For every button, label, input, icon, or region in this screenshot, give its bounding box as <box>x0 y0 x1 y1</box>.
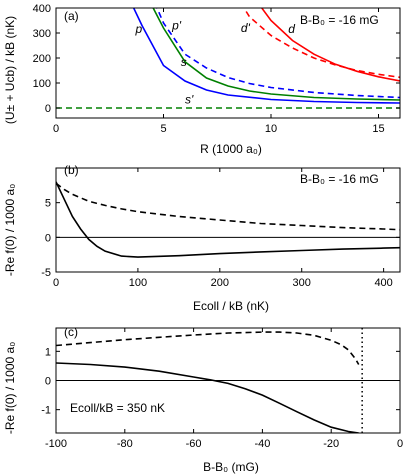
panel-a-curve-label: s' <box>185 93 194 107</box>
panel-a-ytick-label: 100 <box>33 78 51 90</box>
panel-c-ytick-label: -1 <box>41 405 51 417</box>
panel-b-annotation: B-B₀ = -16 mG <box>300 172 379 186</box>
panel-c: (c) Ecoll/kB = 350 nK B-B₀ (mG) -Re f(0)… <box>3 325 259 474</box>
panel-a-series-d-prime <box>243 8 400 79</box>
panel-a-ytick-label: 200 <box>33 53 51 65</box>
panel-a-plot: p p' s s' d' d 0 5 10 15 0 100 200 300 400 <box>33 3 401 135</box>
panel-a-frame <box>55 7 401 119</box>
panel-a-annotation: B-B₀ = -16 mG <box>300 13 379 27</box>
panel-c-plot: -100 -80 -60 -40 -20 0 -1 0 1 <box>41 327 403 450</box>
panel-a-ylabel: (U± + Ucb) / kB (nK) <box>3 16 17 124</box>
panel-b-label: (b) <box>64 163 79 177</box>
panel-c-xlabel: B-B₀ (mG) <box>203 460 259 474</box>
panel-c-ytick-label: 0 <box>45 376 51 388</box>
panel-a: (a) B-B₀ = -16 mG R (1000 a₀) (U± + Ucb)… <box>3 9 379 156</box>
panel-c-label: (c) <box>64 325 78 339</box>
panel-a-curve-label: d <box>288 22 295 36</box>
panel-c-ylabel: -Re f(0) / 1000 a₀ <box>3 342 17 434</box>
panel-b-xtick-label: 300 <box>293 277 311 289</box>
panel-c-xtick-label: 0 <box>397 438 403 450</box>
panel-a-ytick-label: 400 <box>33 3 51 15</box>
panel-c-xtick-label: -100 <box>45 438 67 450</box>
panel-a-series-d <box>260 8 400 82</box>
panel-a-series-s <box>152 8 400 101</box>
panel-b-series-solid <box>56 181 400 258</box>
panel-a-xtick-label: 10 <box>265 123 277 135</box>
panel-a-series-group <box>56 8 400 109</box>
panel-b-xlabel: Ecoll / kB (nK) <box>193 299 269 313</box>
panel-a-xlabel: R (1000 a₀) <box>200 142 262 156</box>
panel-b-plot: 0 100 200 300 400-505 <box>41 167 401 289</box>
panel-a-curve-label: s <box>181 55 187 69</box>
panel-c-xtick-label: -80 <box>117 438 133 450</box>
panel-c-annotation: Ecoll/kB = 350 nK <box>70 401 165 415</box>
panel-b-series-group <box>56 181 400 258</box>
panel-a-ytick-label: 300 <box>33 28 51 40</box>
panel-a-label: (a) <box>64 9 79 23</box>
panel-a-curve-label: p' <box>171 18 182 32</box>
panel-b: (b) B-B₀ = -16 mG Ecoll / kB (nK) -Re f(… <box>3 163 379 313</box>
panel-b-series-dashed <box>56 182 400 231</box>
panel-c-ytick-label: 1 <box>45 346 51 358</box>
panel-b-ytick-label: 5 <box>45 198 51 210</box>
panel-b-ylabel: -Re f(0) / 1000 a₀ <box>3 184 17 276</box>
panel-a-series-p <box>132 8 400 104</box>
panel-a-xtick-label: 15 <box>372 123 384 135</box>
panel-b-frame <box>55 167 401 273</box>
panel-a-series-p-prime <box>156 8 400 99</box>
panel-b-xtick-label: 100 <box>129 277 147 289</box>
panel-a-curve-label: d' <box>241 21 251 35</box>
panel-c-series-group <box>56 331 360 433</box>
panel-b-ytick-label: 0 <box>45 232 51 244</box>
panel-c-series-dashed <box>56 331 360 365</box>
panel-c-xtick-label: -40 <box>254 438 270 450</box>
panel-a-ytick-label: 0 <box>45 103 51 115</box>
panel-c-xtick-label: -60 <box>186 438 202 450</box>
panel-b-xtick-label: 200 <box>211 277 229 289</box>
panel-c-xtick-label: -20 <box>323 438 339 450</box>
panel-b-ytick-label: -5 <box>41 267 51 279</box>
panel-a-xtick-label: 0 <box>53 123 59 135</box>
panel-a-curve-label: p <box>135 22 143 36</box>
panel-b-xtick-label: 0 <box>53 277 59 289</box>
panel-c-series-solid <box>56 362 359 433</box>
panel-b-xtick-label: 400 <box>374 277 392 289</box>
panel-a-xtick-label: 5 <box>160 123 166 135</box>
